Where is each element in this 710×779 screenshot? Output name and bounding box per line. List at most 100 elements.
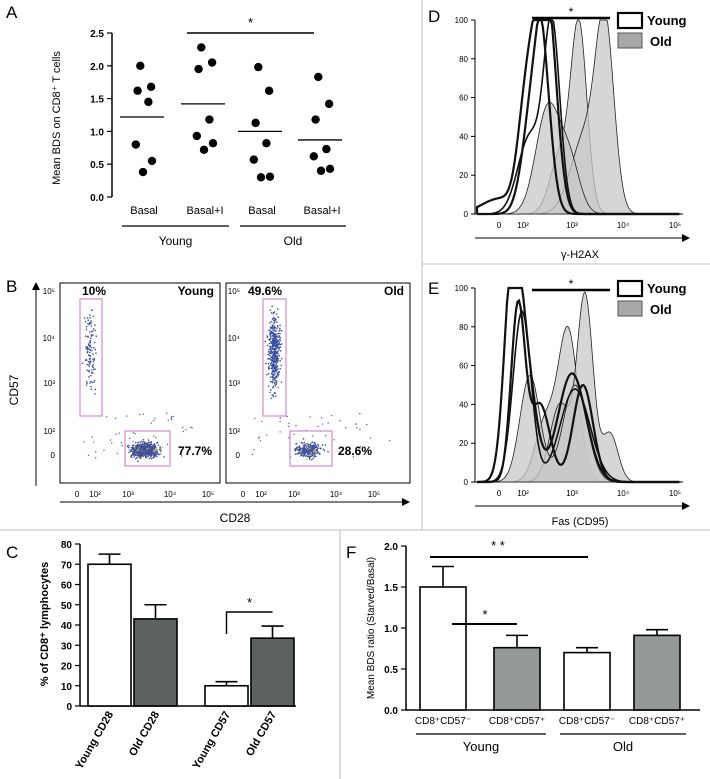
panel-b-event-dot (279, 367, 282, 370)
panel-b-event-dot (93, 359, 95, 362)
panel-b-event-dot (275, 362, 278, 364)
panel-b-y-tick-label: 10³ (228, 379, 240, 388)
panel-b-event-dot (275, 375, 278, 377)
panel-b-event-dot (90, 320, 92, 322)
panel-b-event-dot (306, 442, 308, 445)
panel-b-event-dot (271, 332, 274, 334)
panel-b-event-dot (294, 453, 297, 456)
panel-b-event-dot (132, 452, 134, 454)
panel-label-b: B (6, 277, 17, 296)
panel-b-event-dot (270, 367, 273, 370)
panel-b-event-dot (273, 365, 275, 368)
legend-label-young: Young (647, 13, 687, 28)
panel-b-event-dot (191, 427, 193, 429)
panel-a-y-tick-label: 2.0 (90, 62, 104, 73)
panel-b-event-dot (279, 346, 282, 349)
panel-b-event-dot (269, 337, 272, 339)
panel-b-y-tick-label: 10² (228, 427, 240, 436)
panel-a-point (264, 86, 274, 95)
panel-b-event-dot (144, 453, 147, 456)
panel-b-event-dot (134, 454, 137, 457)
panel-b-event-dot (275, 335, 277, 337)
panel-b-event-dot (137, 450, 140, 452)
panel-b-event-dot (270, 312, 273, 314)
panel-b-event-dot (300, 452, 303, 455)
panel-a-y-tick-label: 1.0 (90, 127, 104, 138)
panel-b-event-dot (271, 364, 273, 367)
panel-b-event-dot (327, 422, 329, 424)
panel-f-y-tick-label: 0.0 (384, 706, 398, 717)
panel-b-event-dot (352, 456, 355, 458)
panel-b-event-dot (148, 448, 151, 450)
panel-b-x-tick-label: 10⁴ (164, 490, 177, 499)
panel-b-event-dot (277, 333, 279, 335)
panel-f-y-axis-label: Mean BDS ratio (Starved/Basal) (366, 557, 377, 699)
panel-b-event-dot (138, 452, 141, 454)
panel-b-event-dot (270, 348, 272, 350)
panel-b-event-dot (270, 397, 272, 400)
panel-b-event-dot (309, 455, 311, 457)
panel-b-event-dot (303, 441, 306, 444)
panel-b-event-dot (274, 346, 277, 348)
panel-b-event-dot (132, 432, 135, 434)
panel-b-event-dot (270, 335, 272, 337)
panel-b-event-dot (273, 337, 276, 339)
panel-b-event-dot (146, 452, 149, 454)
panel-b-event-dot (134, 441, 137, 444)
panel-b-event-dot (189, 426, 192, 428)
panel-b-event-dot (275, 343, 278, 345)
panel-b-event-dot (89, 382, 91, 384)
panel-b-event-dot (258, 436, 261, 438)
panel-b-x-tick-label: 10³ (122, 490, 134, 499)
panel-b-event-dot (85, 320, 87, 323)
panel-b-event-dot (307, 444, 310, 446)
panel-b-event-dot (269, 389, 272, 391)
panel-b-event-dot (286, 415, 288, 418)
panel-b-event-dot (273, 354, 276, 356)
panel-b-event-dot (277, 352, 279, 355)
panel-b-event-dot (303, 451, 306, 454)
panel-f-bar (633, 634, 681, 711)
panel-f-category-label: CD8⁺CD57⁻ (559, 716, 615, 727)
panel-b-event-dot (269, 376, 272, 378)
panel-label-f: F (346, 543, 356, 562)
panel-b-x-tick-label: 10² (255, 490, 267, 499)
panel-c-significance-bracket (225, 611, 273, 634)
panel-b-event-dot (179, 446, 181, 448)
panel-hist-y-tick-label: 20 (459, 171, 468, 180)
panel-label-d: D (428, 7, 440, 26)
panel-b-event-dot (311, 454, 314, 456)
panel-hist-x-tick-label: 10³ (566, 221, 578, 230)
panel-b-event-dot (345, 427, 347, 429)
panel-b-event-dot (134, 450, 136, 453)
panel-b-event-dot (273, 371, 276, 373)
panel-b-event-dot (87, 322, 89, 325)
panel-b-event-dot (273, 311, 275, 314)
panel-b-event-dot (288, 422, 290, 424)
panel-b-event-dot (92, 358, 94, 361)
panel-b-event-dot (270, 359, 273, 361)
panel-b-event-dot (167, 419, 169, 422)
panel-b-event-dot (94, 457, 97, 459)
panel-b-event-dot (88, 341, 91, 343)
panel-b-event-dot (92, 441, 95, 443)
panel-b-event-dot (88, 351, 91, 354)
panel-b-event-dot (273, 358, 276, 360)
panel-b-event-dot (271, 324, 274, 326)
panel-b-event-dot (269, 380, 272, 383)
panel-b-event-dot (94, 451, 97, 453)
panel-b-event-dot (317, 443, 319, 446)
panel-b-event-dot (93, 381, 95, 384)
panel-b-event-dot (126, 415, 128, 417)
panel-f-y-tick-label: 1.5 (384, 583, 398, 594)
panel-b-event-dot (320, 417, 323, 419)
panel-b-event-dot (137, 444, 140, 446)
panel-a-scatter: Mean BDS on CD8⁺ T cells 0.0 0.5 1.0 1.5 2.0… (51, 15, 346, 248)
panel-b-event-dot (149, 453, 151, 456)
panel-b-event-dot (269, 327, 272, 329)
panel-b-event-dot (278, 347, 280, 350)
panel-hist-y-tick-label: 40 (459, 400, 468, 409)
panel-b-event-dot (272, 386, 274, 389)
panel-b-event-dot (87, 364, 90, 366)
panel-b-y-tick-label: 10³ (43, 379, 55, 388)
